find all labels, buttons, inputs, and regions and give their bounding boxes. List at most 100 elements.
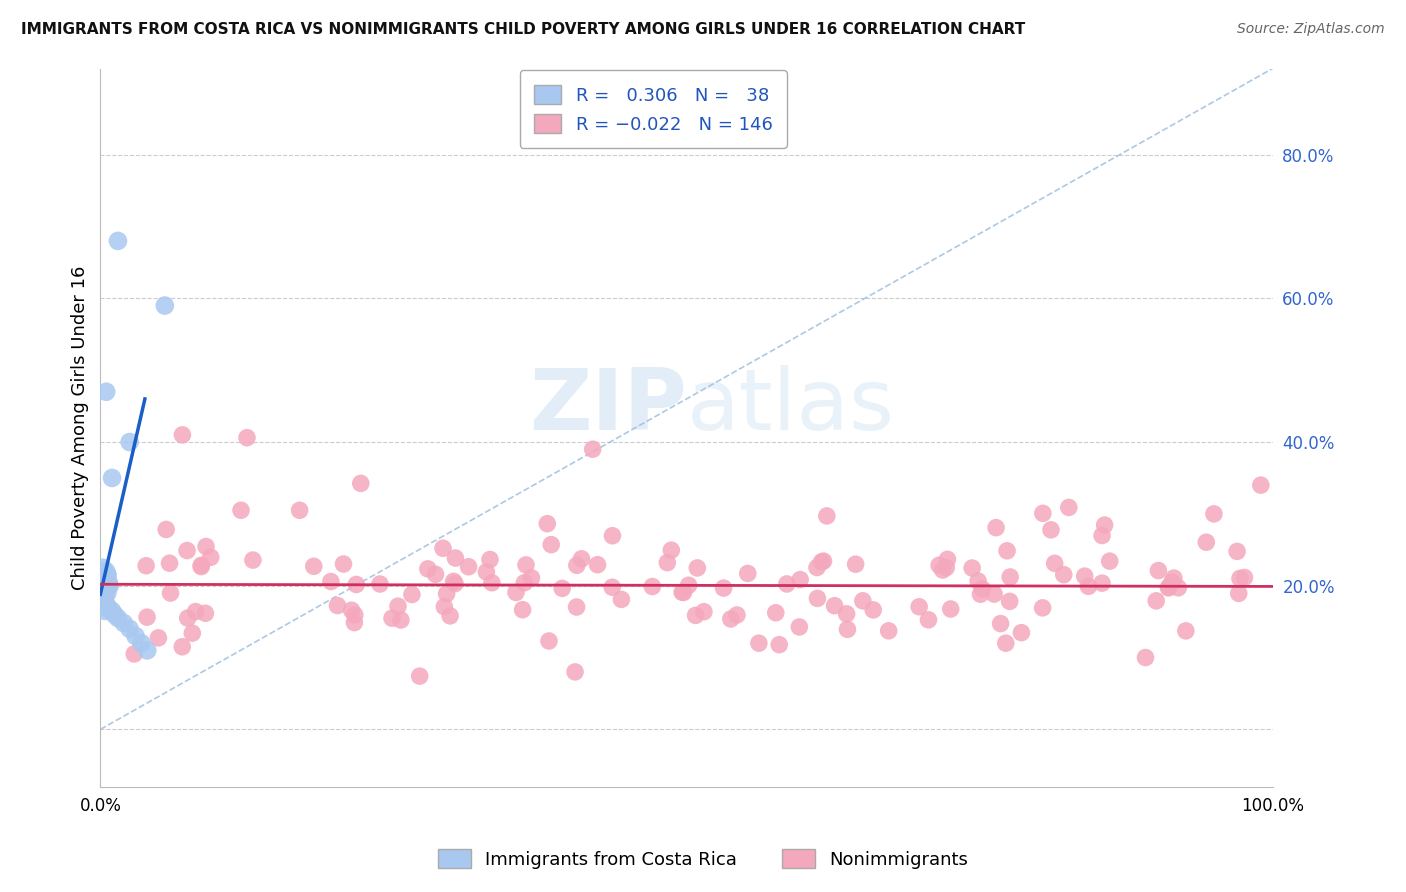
Point (994, 636, 1017, 650)
Point (1032, 506, 1054, 520)
Point (326, 599, 349, 613)
Point (748, 636, 770, 650)
Point (172, 428, 194, 442)
Point (1094, 518, 1116, 533)
Point (512, 603, 534, 617)
Point (97, 575, 120, 590)
Point (155, 523, 177, 537)
Point (181, 626, 204, 640)
Point (195, 540, 218, 554)
Point (94, 568, 117, 582)
Point (93, 586, 115, 600)
Point (536, 516, 558, 531)
Point (1226, 544, 1249, 558)
Point (586, 558, 609, 572)
Text: IMMIGRANTS FROM COSTA RICA VS NONIMMIGRANTS CHILD POVERTY AMONG GIRLS UNDER 16 C: IMMIGRANTS FROM COSTA RICA VS NONIMMIGRA… (21, 22, 1025, 37)
Point (131, 636, 153, 650)
Point (967, 574, 990, 588)
Point (551, 582, 574, 596)
Point (479, 552, 502, 566)
Point (107, 611, 129, 625)
Point (610, 592, 633, 607)
Point (571, 551, 593, 566)
Point (194, 607, 217, 621)
Point (908, 599, 931, 614)
Point (720, 612, 742, 626)
Point (845, 557, 868, 571)
Point (153, 299, 176, 313)
Point (96, 586, 118, 600)
Point (96, 568, 118, 582)
Point (97, 601, 120, 615)
Text: atlas: atlas (686, 365, 894, 448)
Point (136, 610, 159, 624)
Point (101, 471, 124, 485)
Point (94, 572, 117, 586)
Point (995, 544, 1018, 558)
Point (91, 560, 114, 574)
Point (1077, 579, 1099, 593)
Point (96, 600, 118, 615)
Point (177, 611, 200, 625)
Point (368, 577, 391, 591)
Point (387, 599, 409, 614)
Point (931, 563, 953, 577)
Point (939, 602, 962, 616)
Point (136, 643, 159, 657)
Point (972, 582, 994, 596)
Point (343, 615, 366, 630)
Point (436, 587, 458, 601)
Point (1010, 625, 1032, 640)
Point (1057, 500, 1080, 515)
Point (107, 234, 129, 248)
Point (936, 552, 959, 566)
Point (93, 582, 115, 597)
Point (1098, 554, 1121, 568)
Point (118, 435, 141, 450)
Point (190, 559, 212, 574)
Point (389, 613, 412, 627)
Point (917, 613, 939, 627)
Point (837, 623, 859, 637)
Point (776, 577, 799, 591)
Point (302, 559, 325, 574)
Point (319, 574, 342, 589)
Point (101, 604, 124, 618)
Text: Source: ZipAtlas.com: Source: ZipAtlas.com (1237, 22, 1385, 37)
Point (343, 607, 366, 622)
Point (935, 560, 957, 574)
Point (1174, 624, 1197, 638)
Point (1157, 581, 1180, 595)
Point (1147, 564, 1170, 578)
Point (184, 605, 207, 619)
Point (565, 600, 588, 615)
Point (475, 565, 498, 579)
Point (725, 607, 748, 622)
Point (810, 555, 832, 569)
Point (122, 647, 145, 661)
Point (862, 603, 884, 617)
Point (990, 616, 1012, 631)
Point (984, 521, 1007, 535)
Point (835, 607, 858, 621)
Point (1167, 581, 1189, 595)
Point (768, 638, 790, 652)
Point (1163, 571, 1185, 585)
Point (135, 558, 157, 573)
Point (172, 640, 194, 654)
Point (693, 605, 716, 619)
Point (408, 669, 430, 683)
Point (344, 577, 367, 591)
Point (582, 442, 605, 457)
Point (190, 558, 212, 573)
Point (176, 543, 198, 558)
Point (1227, 586, 1250, 600)
Point (112, 615, 135, 630)
Point (877, 624, 900, 638)
Point (118, 622, 141, 636)
Point (229, 503, 252, 517)
Point (824, 599, 846, 613)
Point (1073, 569, 1095, 583)
Legend: R =   0.306   N =   38, R = −0.022   N = 146: R = 0.306 N = 38, R = −0.022 N = 146 (520, 70, 787, 148)
Point (96, 568, 118, 582)
